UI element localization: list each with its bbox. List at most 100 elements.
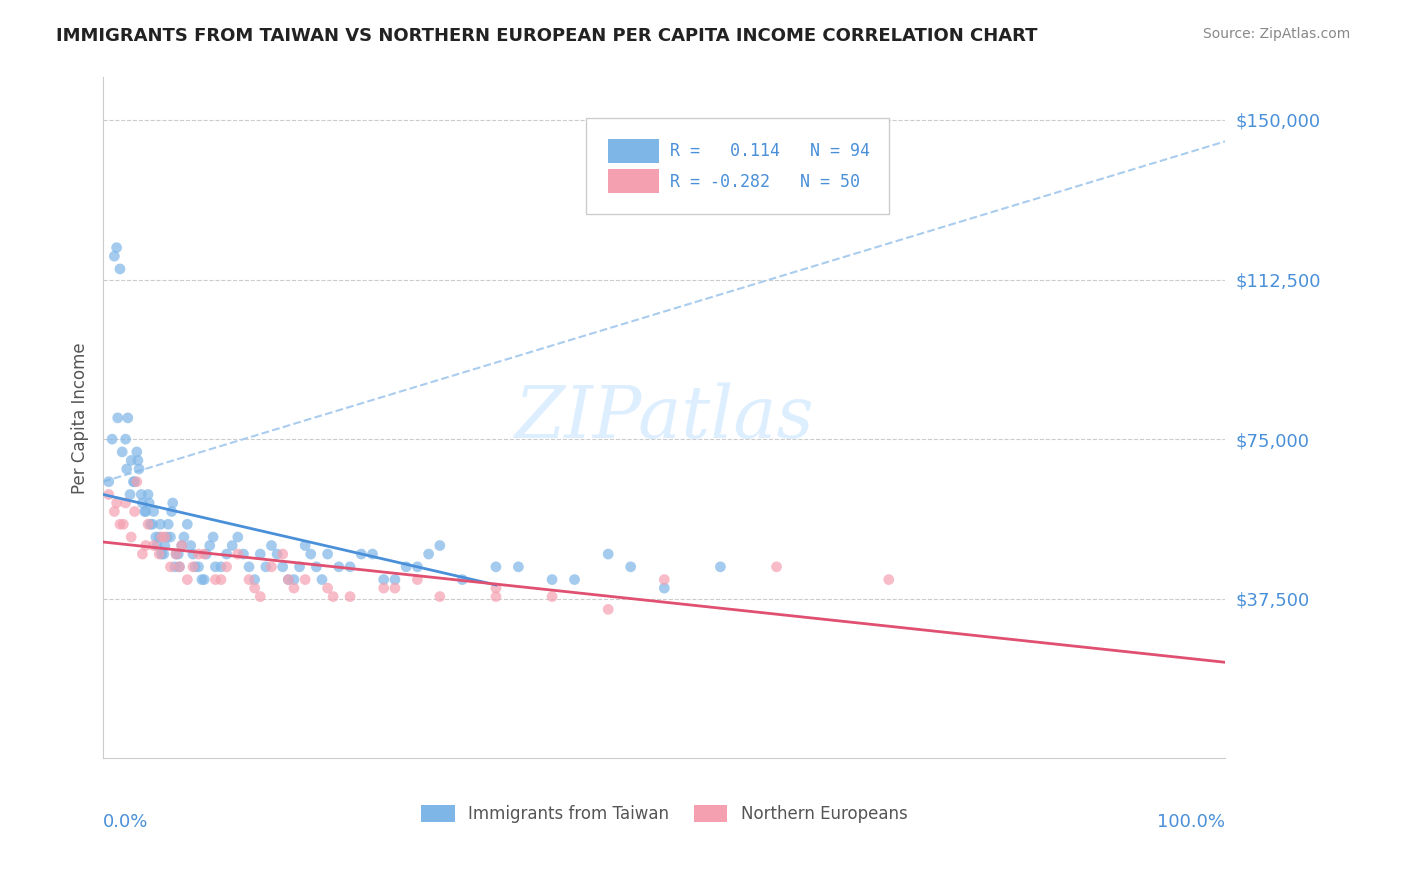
Point — [204, 573, 226, 587]
Point — [107, 410, 129, 425]
Text: Source: ZipAtlas.com: Source: ZipAtlas.com — [1202, 27, 1350, 41]
Point — [305, 559, 328, 574]
Point — [193, 547, 215, 561]
Point — [620, 559, 643, 574]
Point — [157, 517, 180, 532]
Point — [152, 547, 174, 561]
Point — [165, 547, 187, 561]
Point — [429, 539, 451, 553]
Point — [209, 559, 232, 574]
Text: ZIPatlas: ZIPatlas — [515, 383, 814, 453]
Point — [260, 559, 283, 574]
Point — [429, 590, 451, 604]
Point — [406, 559, 429, 574]
Point — [136, 487, 159, 501]
Point — [125, 445, 148, 459]
Point — [316, 547, 339, 561]
Point — [418, 547, 440, 561]
Point — [153, 530, 176, 544]
Point — [97, 475, 120, 489]
Point — [141, 517, 163, 532]
Point — [153, 539, 176, 553]
Point — [877, 573, 900, 587]
Point — [202, 530, 225, 544]
Point — [103, 504, 125, 518]
Point — [373, 573, 395, 587]
Point — [485, 559, 508, 574]
Point — [564, 573, 586, 587]
Point — [226, 530, 249, 544]
Point — [485, 581, 508, 595]
Point — [361, 547, 384, 561]
Point — [598, 547, 620, 561]
Point — [322, 590, 344, 604]
Point — [176, 573, 198, 587]
Point — [131, 496, 153, 510]
Text: IMMIGRANTS FROM TAIWAN VS NORTHERN EUROPEAN PER CAPITA INCOME CORRELATION CHART: IMMIGRANTS FROM TAIWAN VS NORTHERN EUROP… — [56, 27, 1038, 45]
FancyBboxPatch shape — [586, 119, 889, 213]
Point — [232, 547, 254, 561]
Point — [156, 530, 179, 544]
Point — [316, 581, 339, 595]
Point — [350, 547, 373, 561]
Point — [384, 573, 406, 587]
Point — [294, 539, 316, 553]
Point — [125, 475, 148, 489]
Point — [159, 559, 181, 574]
Point — [191, 573, 214, 587]
Point — [128, 462, 150, 476]
Point — [238, 559, 260, 574]
Point — [485, 590, 508, 604]
Point — [652, 581, 675, 595]
Point — [181, 559, 204, 574]
Point — [395, 559, 418, 574]
Point — [204, 559, 226, 574]
Point — [103, 249, 125, 263]
Bar — [609, 169, 658, 194]
Point — [541, 573, 564, 587]
Text: 100.0%: 100.0% — [1157, 813, 1226, 830]
Point — [288, 559, 311, 574]
Point — [148, 547, 170, 561]
Point — [226, 547, 249, 561]
Point — [162, 496, 184, 510]
Point — [146, 539, 169, 553]
Point — [209, 573, 232, 587]
Point — [311, 573, 333, 587]
Point — [105, 241, 128, 255]
Point — [299, 547, 322, 561]
Point — [170, 539, 193, 553]
Point — [277, 573, 299, 587]
Text: R = -0.282   N = 50: R = -0.282 N = 50 — [669, 173, 860, 191]
Point — [243, 581, 266, 595]
Point — [169, 559, 191, 574]
Point — [124, 475, 146, 489]
Point — [277, 573, 299, 587]
Point — [115, 462, 138, 476]
Y-axis label: Per Capita Income: Per Capita Income — [72, 342, 89, 493]
Point — [652, 573, 675, 587]
Point — [187, 559, 209, 574]
Point — [765, 559, 787, 574]
Point — [167, 547, 190, 561]
Point — [243, 573, 266, 587]
Point — [260, 539, 283, 553]
Point — [541, 590, 564, 604]
Text: R =   0.114   N = 94: R = 0.114 N = 94 — [669, 142, 870, 160]
Point — [120, 530, 142, 544]
Point — [163, 559, 186, 574]
Point — [271, 559, 294, 574]
Point — [150, 547, 173, 561]
Point — [135, 539, 157, 553]
Point — [709, 559, 731, 574]
Point — [135, 504, 157, 518]
Point — [198, 539, 221, 553]
Point — [238, 573, 260, 587]
Point — [139, 517, 162, 532]
Point — [120, 487, 142, 501]
Point — [328, 559, 350, 574]
Point — [294, 573, 316, 587]
Point — [131, 547, 153, 561]
Point — [176, 517, 198, 532]
Point — [249, 547, 271, 561]
